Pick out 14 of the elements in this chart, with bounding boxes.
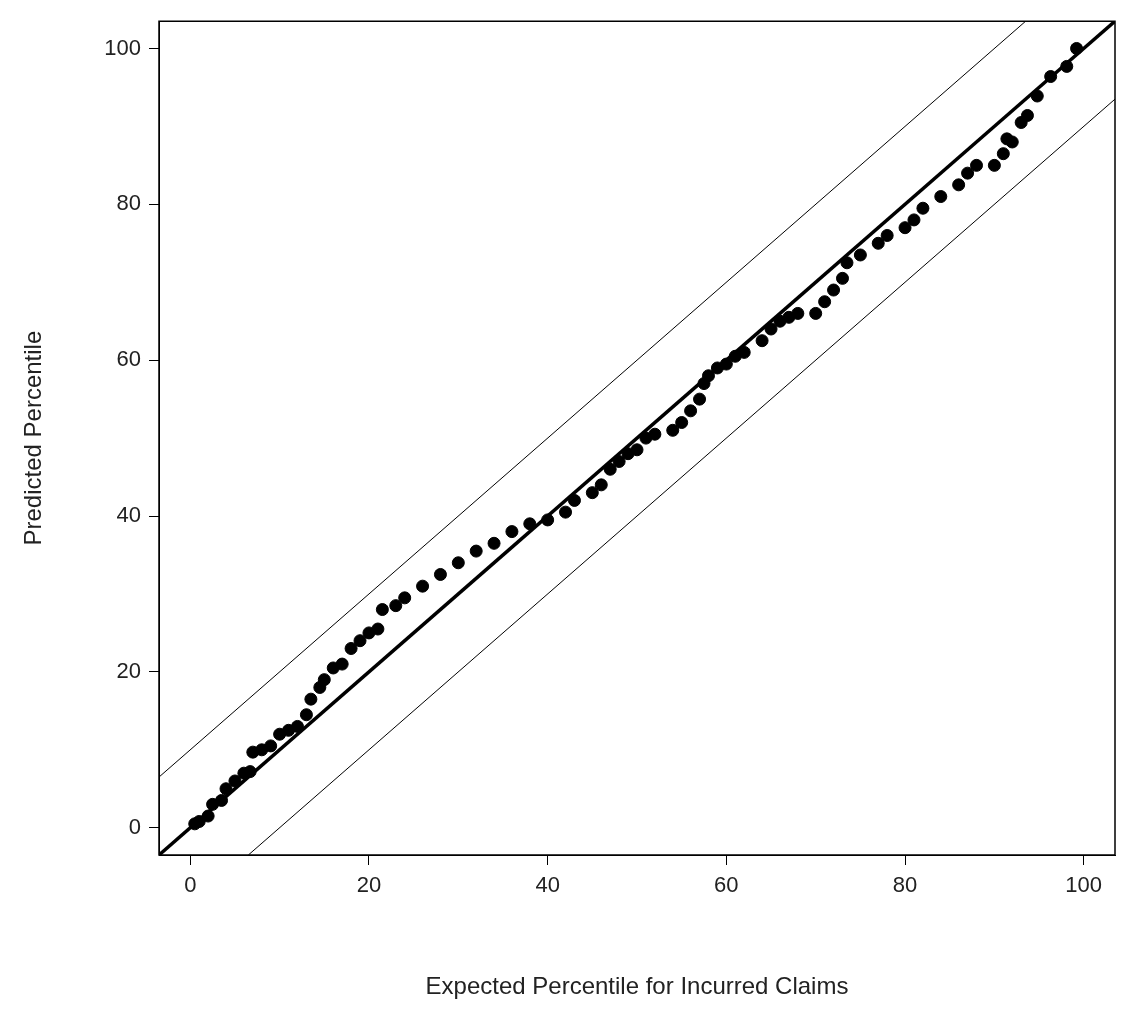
y-tick-label: 100 — [104, 34, 141, 60]
x-axis-title: Expected Percentile for Incurred Claims — [425, 972, 849, 1000]
x-tick-label: 100 — [1065, 872, 1103, 898]
x-tick-label: 60 — [714, 872, 739, 898]
x-tick-label: 80 — [892, 872, 918, 898]
y-tick-label: 20 — [116, 657, 141, 683]
x-tick-label: 20 — [356, 872, 382, 898]
y-tick-label: 0 — [128, 813, 141, 839]
x-tick-label: 40 — [535, 872, 560, 898]
y-tick-label: 40 — [116, 502, 141, 528]
y-axis-title: Predicted Percentile — [19, 330, 47, 546]
x-tick-label: 0 — [184, 872, 197, 898]
y-tick-label: 80 — [116, 190, 141, 216]
y-tick-label: 60 — [116, 346, 141, 372]
